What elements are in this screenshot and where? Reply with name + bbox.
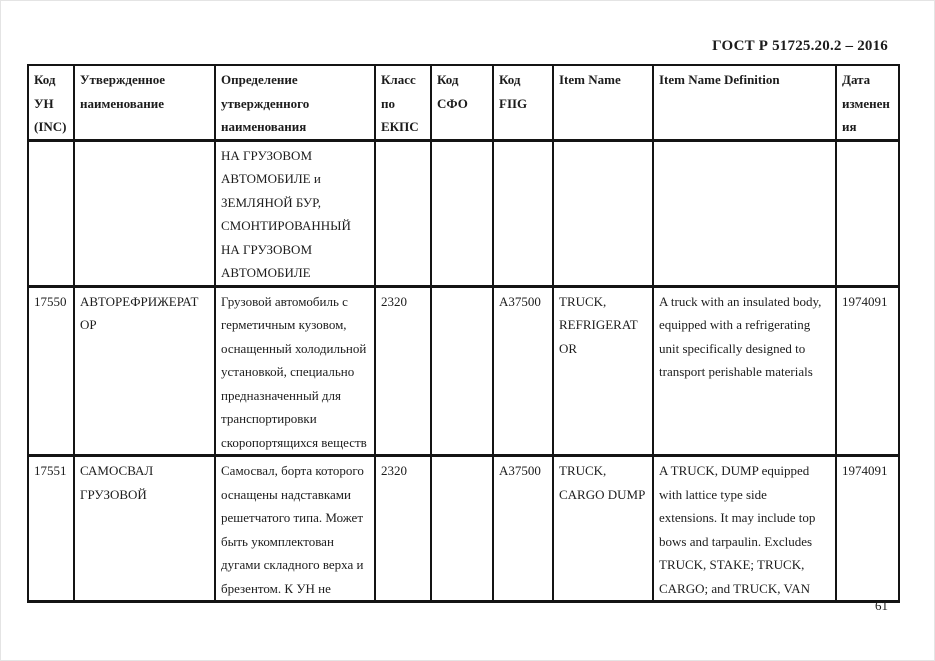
cell-fiig-code: A37500	[492, 454, 554, 603]
column-header-change-date: Дата изменен ия	[835, 64, 900, 142]
table-row: 17551 САМОСВАЛ ГРУЗОВОЙ Самосвал, борта …	[27, 454, 900, 603]
cell-change-date: 1974091	[835, 285, 900, 457]
cell-inc-code: 17551	[27, 454, 75, 603]
cell-approved-name: САМОСВАЛ ГРУЗОВОЙ	[73, 454, 216, 603]
cell-item-name-definition: A TRUCK, DUMP equipped with lattice type…	[652, 454, 837, 603]
cell-inc-code	[27, 139, 75, 288]
cell-item-name: TRUCK, REFRIGERAT OR	[552, 285, 654, 457]
cell-item-name	[552, 139, 654, 288]
cell-inc-code: 17550	[27, 285, 75, 457]
standard-reference-header: ГОСТ Р 51725.20.2 – 2016	[712, 38, 888, 54]
cell-sfo-code	[430, 139, 494, 288]
cell-approved-name-definition: НА ГРУЗОВОМ АВТОМОБИЛЕ и ЗЕМЛЯНОЙ БУР, С…	[214, 139, 376, 288]
column-header-item-name-definition: Item Name Definition	[652, 64, 837, 142]
column-header-approved-name-definition: Определение утвержденного наименования	[214, 64, 376, 142]
table-row: 17550 АВТОРЕФРИЖЕРАТ ОР Грузовой автомоб…	[27, 285, 900, 457]
cell-item-name-definition	[652, 139, 837, 288]
column-header-inc-code: Код УН (INC)	[27, 64, 75, 142]
table-header-row: Код УН (INC) Утвержденное наименование О…	[27, 64, 900, 142]
cell-sfo-code	[430, 285, 494, 457]
cell-change-date: 1974091	[835, 454, 900, 603]
column-header-fiig-code: Код FIIG	[492, 64, 554, 142]
column-header-approved-name: Утвержденное наименование	[73, 64, 216, 142]
cell-sfo-code	[430, 454, 494, 603]
cell-approved-name-definition: Самосвал, борта которого оснащены надста…	[214, 454, 376, 603]
cell-ekps-class: 2320	[374, 285, 432, 457]
cell-approved-name	[73, 139, 216, 288]
column-header-item-name: Item Name	[552, 64, 654, 142]
page-number: 61	[875, 598, 888, 613]
cell-item-name: TRUCK, CARGO DUMP	[552, 454, 654, 603]
cell-item-name-definition: A truck with an insulated body, equipped…	[652, 285, 837, 457]
items-table: Код УН (INC) Утвержденное наименование О…	[27, 64, 900, 603]
cell-change-date	[835, 139, 900, 288]
cell-fiig-code: A37500	[492, 285, 554, 457]
cell-ekps-class	[374, 139, 432, 288]
cell-approved-name: АВТОРЕФРИЖЕРАТ ОР	[73, 285, 216, 457]
column-header-ekps-class: Класс по ЕКПС	[374, 64, 432, 142]
cell-approved-name-definition: Грузовой автомобиль с герметичным кузово…	[214, 285, 376, 457]
table-row: НА ГРУЗОВОМ АВТОМОБИЛЕ и ЗЕМЛЯНОЙ БУР, С…	[27, 139, 900, 288]
cell-ekps-class: 2320	[374, 454, 432, 603]
cell-fiig-code	[492, 139, 554, 288]
column-header-sfo-code: Код СФО	[430, 64, 494, 142]
